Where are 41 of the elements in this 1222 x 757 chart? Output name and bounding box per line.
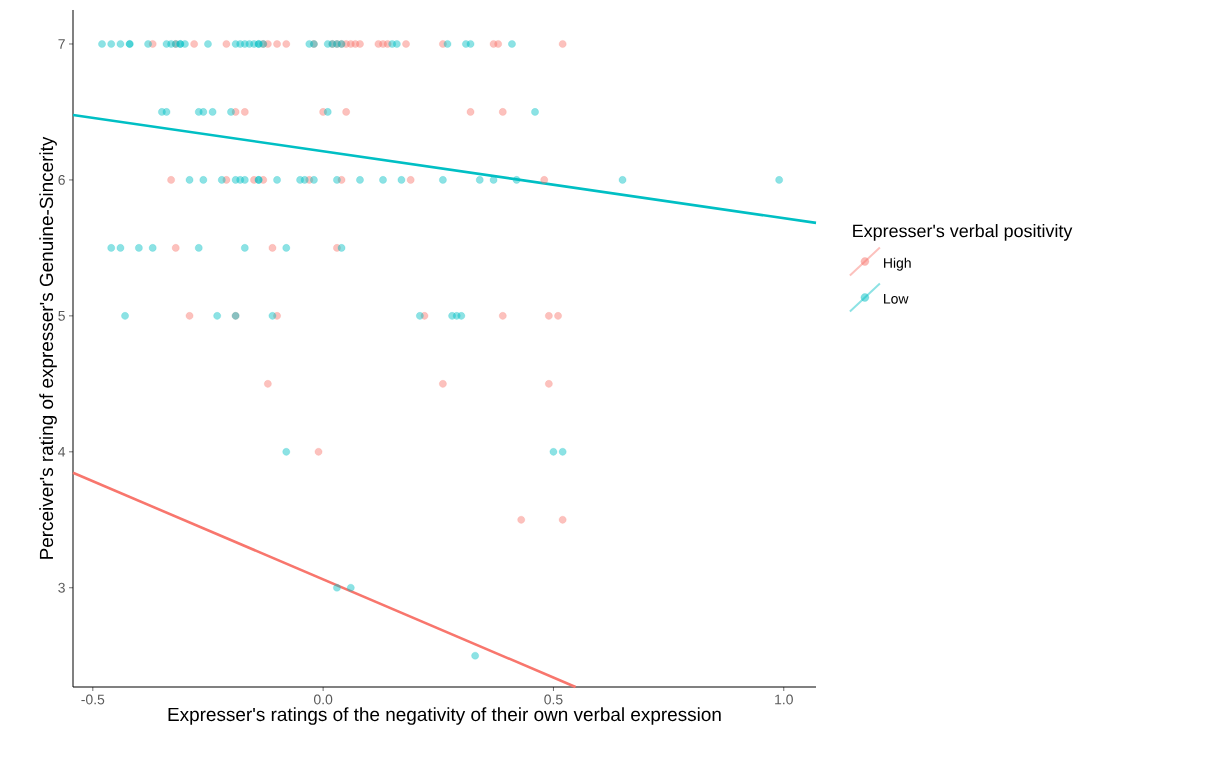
- y-tick-label: 7: [58, 39, 65, 49]
- y-tick-label: 4: [58, 447, 66, 457]
- point: [356, 40, 364, 48]
- point: [498, 312, 507, 320]
- point: [273, 40, 281, 48]
- point: [342, 108, 350, 116]
- y-tick-label: 3: [58, 582, 65, 593]
- x-tick-label: 1.0: [775, 694, 793, 705]
- point: [241, 108, 249, 116]
- y-tick-label: 6: [58, 174, 65, 185]
- point: [545, 380, 553, 388]
- point: [171, 244, 180, 252]
- point: [282, 40, 291, 48]
- point: [268, 244, 277, 252]
- point: [540, 176, 549, 184]
- point: [314, 448, 323, 456]
- point: [439, 380, 447, 388]
- point: [498, 108, 507, 116]
- legend-title: Expresser's verbal positivity: [853, 224, 1073, 241]
- legend-label: Low: [884, 293, 909, 304]
- point: [222, 40, 231, 48]
- point: [558, 40, 567, 48]
- point: [545, 312, 553, 320]
- point: [402, 40, 410, 48]
- y-axis-title: Perceiver's rating of expresser's Genuine-Sincerity: [39, 136, 57, 559]
- x-axis-title: Expresser's ratings of the negativity of their own verbal expression: [168, 707, 721, 725]
- point: [167, 176, 175, 184]
- x-tick-label: -0.5: [81, 694, 105, 705]
- point: [466, 108, 475, 116]
- point: [264, 380, 272, 388]
- point: [185, 312, 194, 320]
- point: [558, 516, 567, 524]
- point: [554, 312, 562, 320]
- point: [406, 176, 415, 184]
- legend-label: High: [884, 257, 911, 271]
- point: [190, 40, 198, 48]
- point: [517, 516, 525, 524]
- point: [494, 40, 502, 48]
- y-tick-label: 5: [58, 311, 65, 321]
- x-tick-label: 0.0: [313, 694, 333, 705]
- x-tick-label: 0.5: [544, 694, 563, 705]
